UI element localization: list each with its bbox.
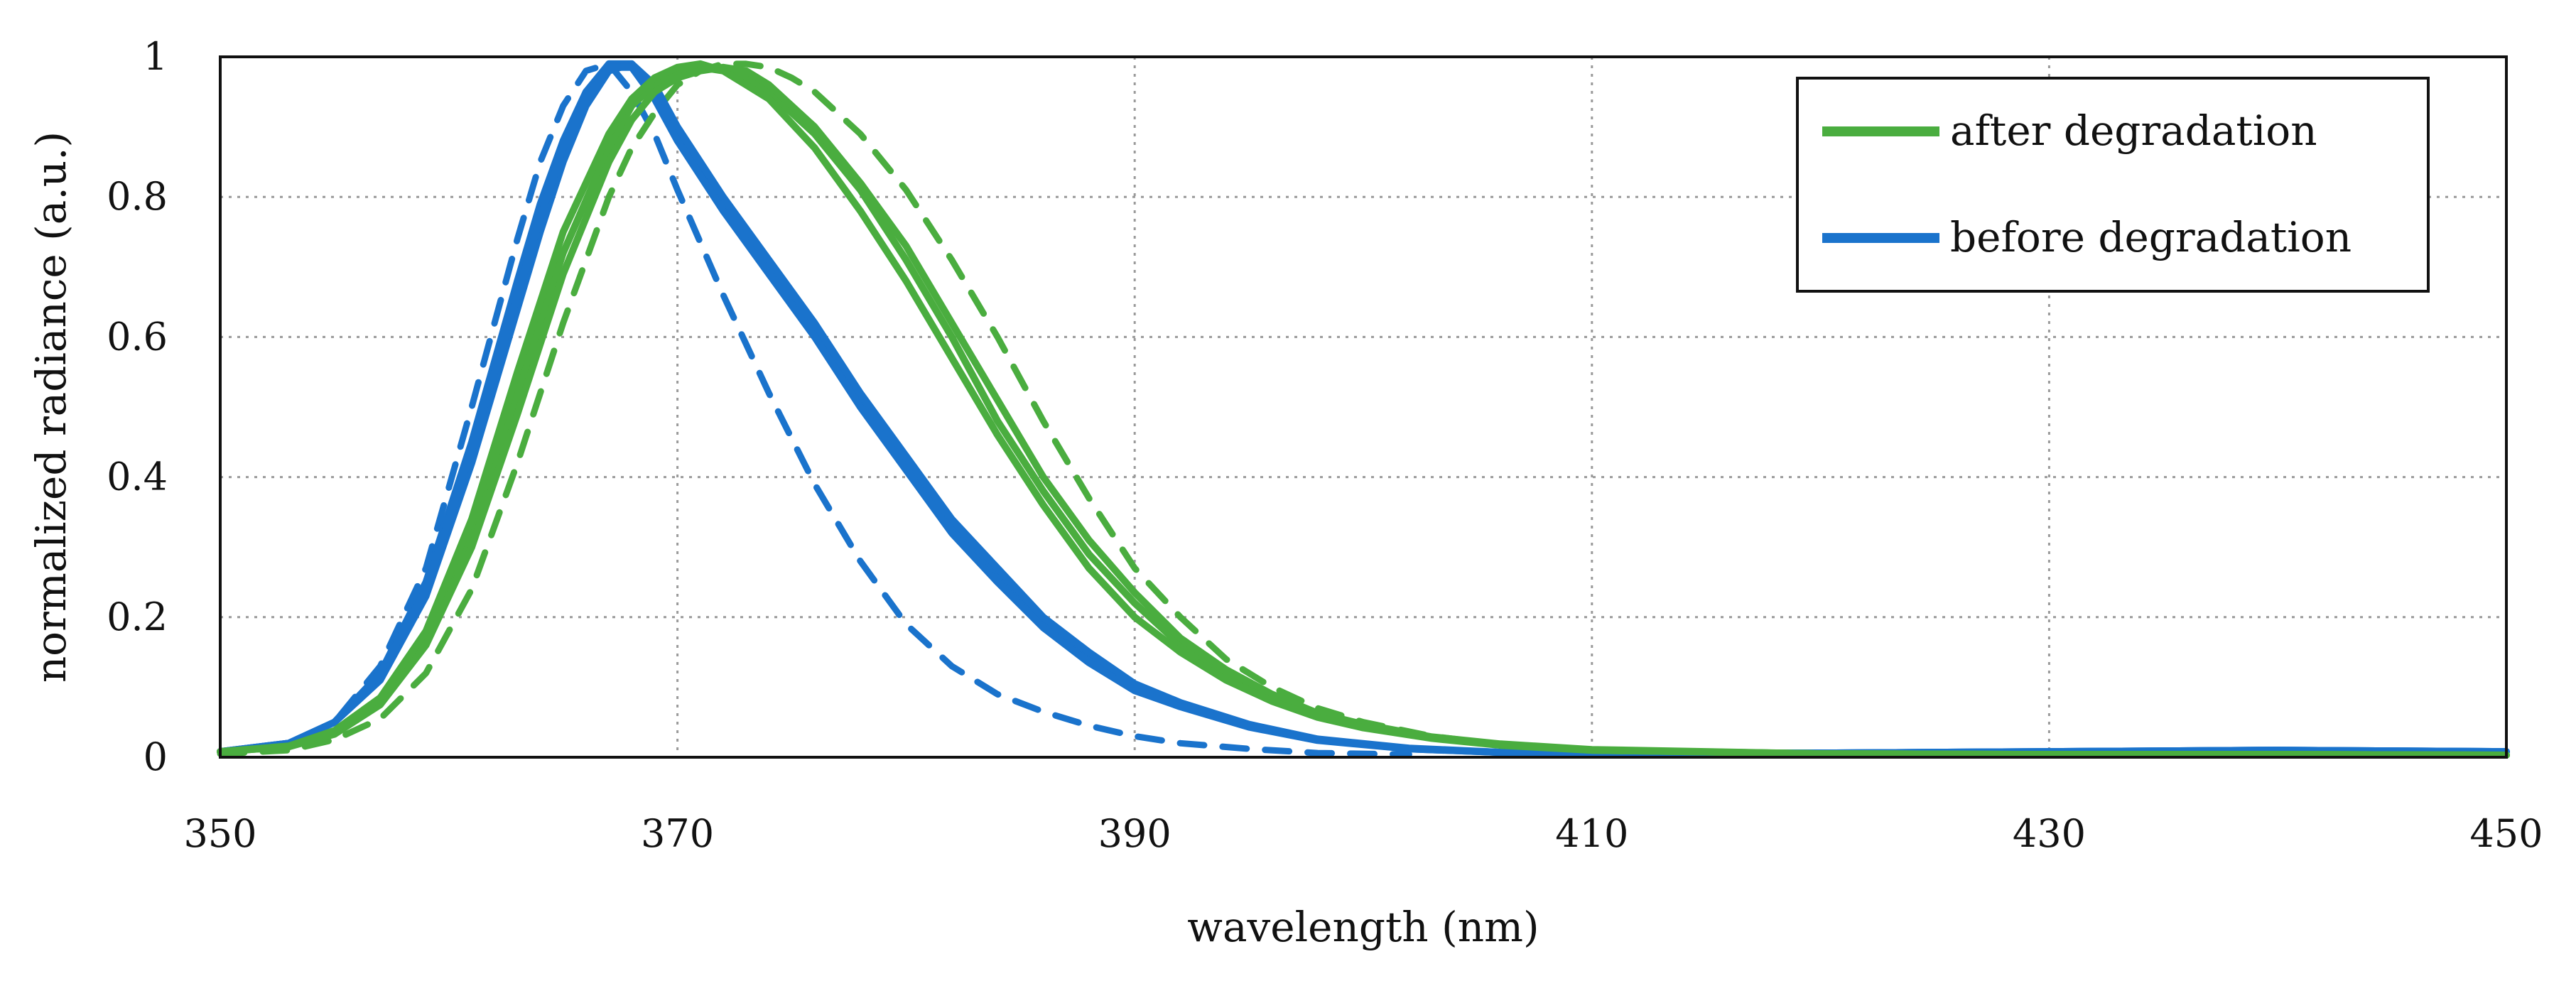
y-tick-labels: 0 0.2 0.4 0.6 0.8 1 <box>107 34 168 779</box>
y-tick-label: 0 <box>144 735 168 779</box>
plot-frame <box>219 55 2508 759</box>
legend: after degradation before degradation <box>1796 77 2430 293</box>
x-tick-label: 390 <box>1098 811 1171 856</box>
y-tick-label: 0.8 <box>107 174 168 219</box>
x-tick-label: 350 <box>183 811 256 856</box>
series-line-after-dashed <box>217 60 1596 757</box>
series-line-before <box>217 63 2510 758</box>
y-tick-label: 0.2 <box>107 595 168 639</box>
series-layer <box>217 60 2510 759</box>
y-axis-title: normalized radiance (a.u.) <box>27 131 75 683</box>
legend-label-after: after degradation <box>1950 107 2317 155</box>
series-line-after <box>217 60 2510 759</box>
y-tick-label: 0.4 <box>107 455 168 499</box>
x-tick-label: 450 <box>2469 811 2543 856</box>
x-tick-label: 370 <box>641 811 714 856</box>
legend-label-before: before degradation <box>1950 213 2352 261</box>
x-tick-labels: 350 370 390 410 430 450 <box>183 811 2543 856</box>
x-tick-label: 430 <box>2013 811 2086 856</box>
x-tick-label: 410 <box>1555 811 1628 856</box>
x-axis-title: wavelength (nm) <box>1187 903 1539 951</box>
y-tick-label: 1 <box>144 34 168 79</box>
series-line-before-dashed <box>217 60 1412 758</box>
y-tick-label: 0.6 <box>107 314 168 359</box>
grid <box>220 57 2506 757</box>
legend-box <box>1796 77 2430 293</box>
